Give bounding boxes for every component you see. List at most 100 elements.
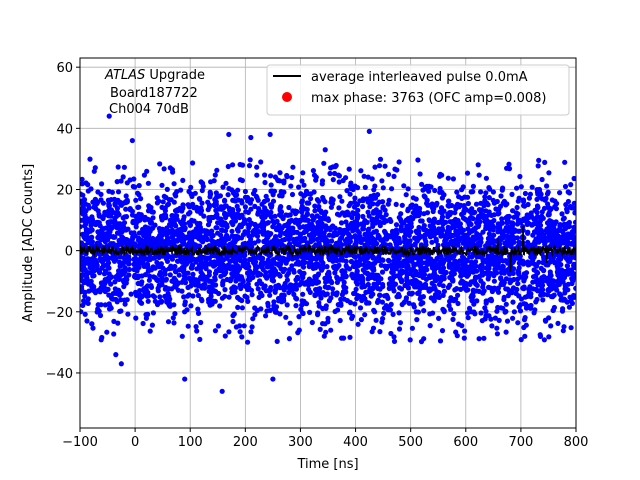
scatter-point (382, 207, 388, 213)
scatter-point (499, 231, 505, 237)
scatter-point (439, 172, 445, 178)
scatter-point (195, 310, 202, 316)
scatter-point (80, 192, 86, 198)
scatter-point (142, 224, 148, 230)
scatter-point (274, 219, 280, 225)
scatter-point (287, 225, 293, 231)
scatter-point (316, 300, 322, 306)
scatter-point (494, 331, 500, 337)
scatter-point (268, 188, 274, 194)
scatter-point (315, 310, 321, 316)
scatter-point (116, 212, 122, 218)
scatter-point (254, 164, 260, 170)
scatter-point (91, 168, 97, 174)
scatter-point (342, 252, 348, 258)
annotation-upgrade: Upgrade (145, 68, 205, 83)
scatter-point (277, 285, 283, 291)
scatter-point (259, 264, 265, 270)
scatter-point (439, 189, 445, 196)
scatter-point (403, 297, 409, 303)
scatter-point (403, 192, 409, 198)
scatter-point (146, 203, 152, 209)
scatter-point (87, 264, 93, 271)
scatter-point (561, 324, 567, 330)
scatter-point (520, 197, 527, 203)
scatter-point (173, 213, 179, 219)
scatter-point (337, 194, 343, 200)
scatter-point (226, 131, 232, 138)
scatter-point (341, 283, 347, 289)
scatter-point (313, 287, 319, 293)
scatter-point (238, 282, 244, 288)
scatter-point (84, 318, 90, 324)
scatter-point (271, 299, 277, 305)
scatter-point (463, 216, 469, 223)
scatter-point (378, 262, 384, 268)
scatter-point (232, 252, 238, 259)
scatter-point (397, 272, 403, 278)
scatter-point (454, 266, 460, 272)
y-tick-label: 20 (56, 183, 73, 198)
scatter-point (490, 197, 496, 203)
scatter-point (427, 323, 433, 329)
scatter-point (309, 319, 315, 326)
scatter-point (206, 243, 212, 249)
scatter-point (121, 255, 127, 261)
scatter-point (242, 252, 248, 258)
scatter-point (460, 184, 466, 190)
scatter-point (144, 168, 150, 174)
scatter-point (407, 279, 413, 285)
scatter-point (357, 258, 363, 264)
scatter-point (546, 334, 552, 340)
scatter-point (546, 224, 552, 231)
scatter-point (549, 197, 555, 203)
scatter-point (286, 289, 292, 296)
scatter-point (299, 178, 305, 184)
scatter-point (300, 264, 307, 270)
scatter-point (334, 264, 340, 270)
scatter-point (106, 208, 112, 214)
scatter-point (483, 258, 489, 264)
scatter-point (282, 256, 288, 262)
scatter-point (246, 163, 253, 169)
scatter-point (364, 271, 371, 277)
scatter-point (149, 322, 155, 328)
scatter-point (247, 256, 253, 263)
scatter-point (369, 285, 375, 291)
scatter-point (503, 202, 509, 208)
scatter-point (192, 190, 198, 196)
scatter-point (425, 259, 431, 265)
scatter-point (442, 234, 448, 240)
scatter-point (509, 233, 515, 239)
scatter-point (268, 182, 274, 188)
scatter-point (328, 199, 334, 205)
scatter-point (354, 227, 360, 234)
scatter-point (438, 269, 444, 275)
scatter-point (496, 226, 502, 232)
scatter-point (123, 206, 129, 212)
scatter-point (416, 260, 422, 266)
scatter-point (179, 221, 185, 227)
scatter-point (295, 221, 301, 227)
scatter-point (137, 215, 144, 221)
scatter-point (185, 270, 191, 276)
scatter-point (85, 300, 91, 306)
scatter-point (402, 243, 408, 250)
scatter-point (358, 168, 364, 174)
scatter-point (405, 284, 411, 290)
scatter-point (483, 300, 489, 306)
scatter-point (532, 307, 538, 313)
scatter-point (115, 164, 121, 170)
scatter-point (302, 259, 308, 266)
scatter-point (407, 337, 413, 343)
scatter-point (445, 228, 451, 234)
scatter-point (293, 303, 299, 309)
scatter-point (369, 216, 375, 222)
scatter-point (431, 270, 437, 276)
scatter-point (280, 215, 286, 222)
scatter-point (223, 180, 229, 186)
scatter-point (515, 281, 521, 287)
scatter-point (560, 233, 567, 239)
scatter-point (510, 258, 517, 264)
scatter-point (323, 305, 329, 311)
